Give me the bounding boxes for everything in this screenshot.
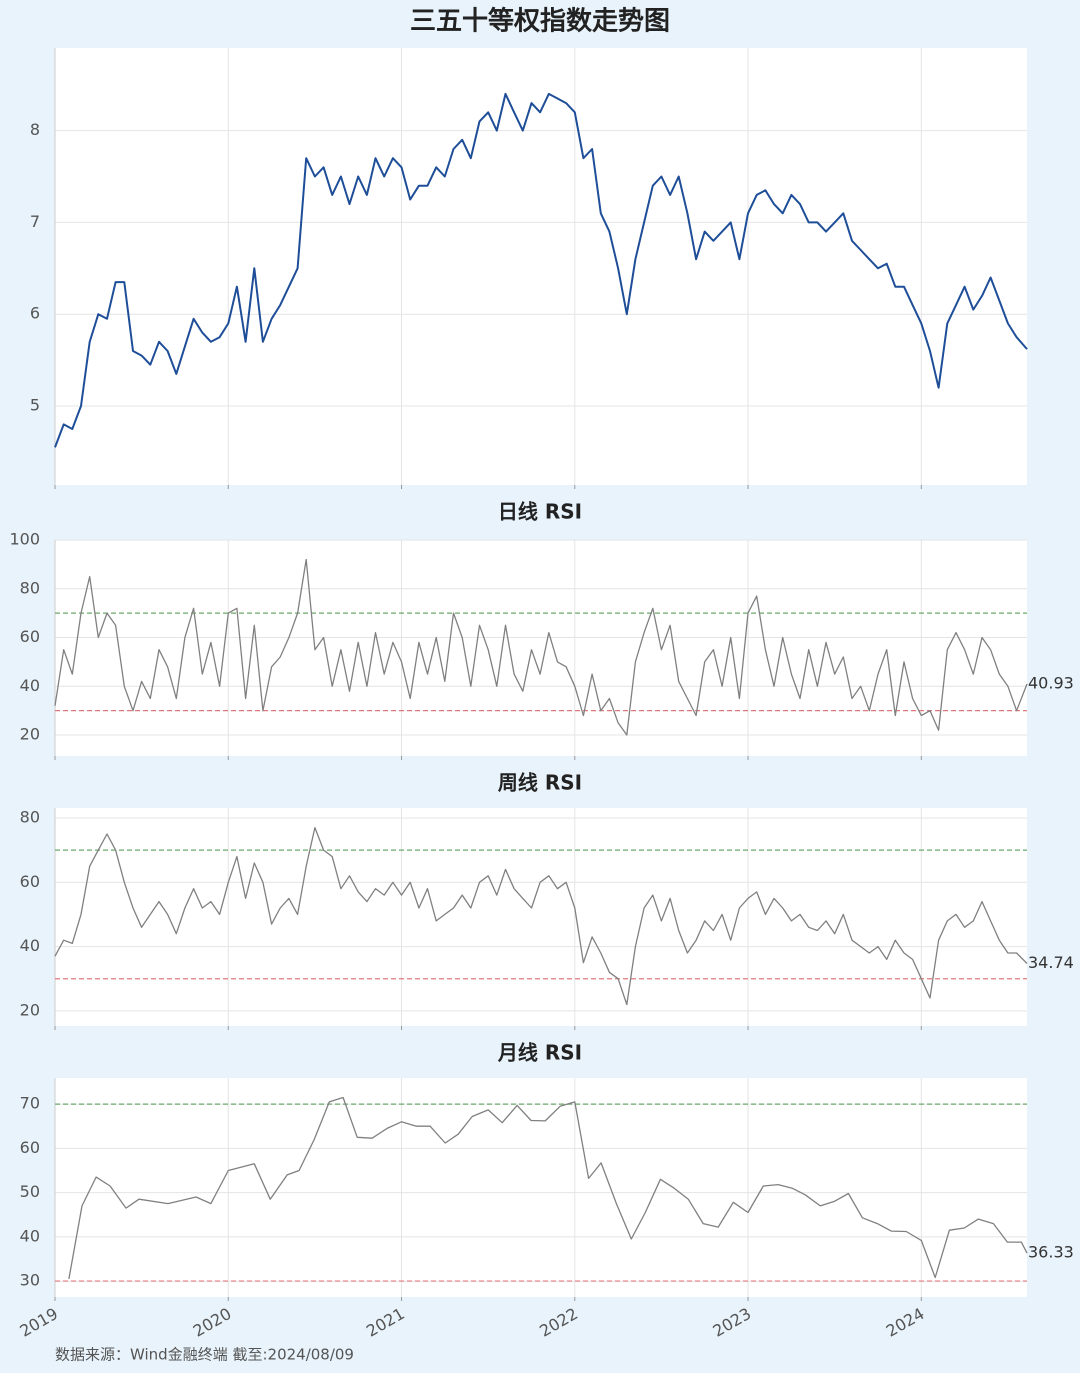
panel-title: 月线 RSI: [497, 1041, 582, 1065]
y-tick-label: 70: [20, 1094, 40, 1113]
y-tick-label: 100: [9, 530, 40, 549]
panel-title: 三五十等权指数走势图: [410, 6, 670, 37]
plot-area: [55, 48, 1027, 485]
y-tick-label: 40: [20, 676, 40, 695]
panel-title: 周线 RSI: [498, 771, 582, 795]
last-value-label: 34.74: [1028, 953, 1074, 972]
footer: 数据来源：Wind金融终端 截至:2024/08/09: [55, 1346, 354, 1364]
x-tick-label: 2020: [190, 1304, 235, 1341]
y-tick-label: 7: [30, 212, 40, 231]
y-tick-label: 60: [20, 1138, 40, 1157]
y-tick-label: 5: [30, 396, 40, 415]
series-line: [68, 1096, 1028, 1280]
x-tick-label: 2021: [363, 1304, 408, 1341]
series-line: [54, 558, 1028, 736]
panel-title: 日线 RSI: [498, 500, 582, 524]
y-tick-label: 6: [30, 304, 40, 323]
series-line: [54, 826, 1028, 1006]
plot-area: [55, 808, 1027, 1026]
last-value-label: 40.93: [1028, 674, 1074, 693]
y-tick-label: 40: [20, 936, 40, 955]
y-tick-label: 20: [20, 1000, 40, 1019]
y-tick-label: 60: [20, 872, 40, 891]
y-tick-label: 50: [20, 1182, 40, 1201]
x-tick-label: 2023: [710, 1304, 755, 1341]
last-value-label: 36.33: [1028, 1243, 1074, 1262]
plot-area: [55, 1078, 1027, 1297]
y-tick-label: 80: [20, 807, 40, 826]
y-tick-label: 60: [20, 627, 40, 646]
y-tick-label: 30: [20, 1271, 40, 1290]
x-tick-label: 2024: [883, 1304, 928, 1341]
x-tick-label: 2022: [536, 1304, 581, 1341]
y-tick-label: 20: [20, 725, 40, 744]
y-tick-label: 80: [20, 578, 40, 597]
y-tick-label: 8: [30, 120, 40, 139]
plot-area: [55, 540, 1027, 756]
series-line: [54, 92, 1028, 448]
x-tick-label: 2019: [16, 1304, 61, 1341]
y-tick-label: 40: [20, 1226, 40, 1245]
